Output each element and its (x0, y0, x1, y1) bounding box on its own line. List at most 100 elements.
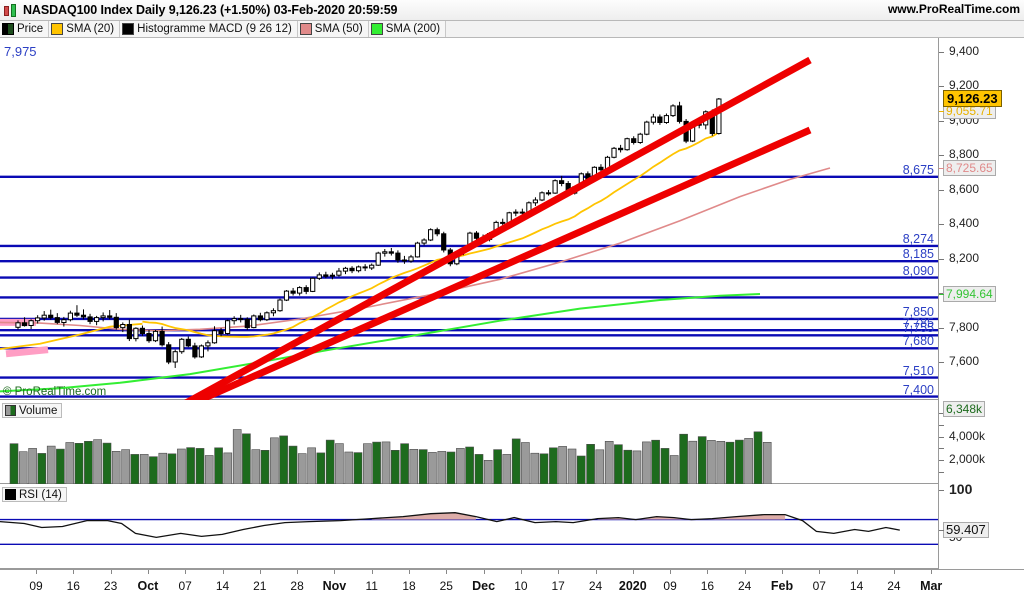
volume-title-label: Volume (19, 404, 58, 417)
volume-swatch-icon (5, 405, 16, 416)
date-axis-tick (893, 570, 895, 574)
axis-tick (939, 530, 944, 532)
axis-tick (939, 224, 944, 226)
price-swatch-icon (2, 23, 14, 35)
date-axis-label: 14 (215, 579, 230, 593)
price-plot[interactable] (0, 38, 938, 400)
sma50-value-tag: 8,725.65 (943, 160, 996, 177)
date-axis-tick (819, 570, 821, 574)
sr-left-label: 7,975 (4, 44, 37, 59)
date-axis-label: 09 (29, 579, 43, 593)
legend-item-macd[interactable]: Histogramme MACD (9 26 12) (120, 21, 298, 37)
date-axis[interactable]: 09 16 23 Oct 07 14 21 28 Nov 11 18 25 Dec 10 17 24 2020 0… (0, 569, 1024, 600)
date-axis-label: 16 (700, 579, 715, 593)
date-axis-label: 09 (663, 579, 677, 593)
date-axis-tick (259, 570, 261, 574)
date-axis-tick (856, 570, 858, 574)
sma200-swatch-icon (370, 23, 383, 35)
price-axis-label: 9,200 (949, 78, 980, 93)
indicator-legend: Price SMA (20) Histogramme MACD (9 26 12… (0, 21, 1024, 38)
date-axis-label: Feb (770, 579, 794, 593)
copyright-notice: © ProRealTime.com (3, 386, 107, 398)
date-axis-label: 16 (66, 579, 80, 593)
date-axis-tick (297, 570, 299, 574)
price-axis-label: 8,400 (949, 216, 980, 231)
rsi-panel[interactable]: RSI (14) (0, 485, 938, 569)
date-axis-tick (707, 570, 709, 574)
volume-panel[interactable]: Volume (0, 401, 938, 484)
date-axis-label: 2020 (618, 579, 647, 593)
date-axis-label: 07 (178, 579, 192, 593)
volume-plot[interactable] (0, 401, 938, 484)
axis-tick (939, 168, 944, 170)
date-axis-tick (110, 570, 112, 574)
sr-level-label: 7,400 (902, 382, 934, 397)
axis-tick (939, 120, 944, 122)
date-axis-tick (36, 570, 37, 574)
legend-label: Price (17, 23, 44, 35)
axis-tick (939, 155, 944, 157)
date-axis-label: Nov (322, 579, 347, 593)
price-axis-label: 7,600 (949, 354, 980, 369)
sr-level-label: 8,274 (902, 231, 934, 246)
volume-axis-label: 2,000k (949, 452, 986, 467)
axis-tick (939, 258, 944, 260)
date-axis-tick (185, 570, 187, 574)
price-chart-panel[interactable]: 7,975 © ProRealTime.com 8,675 8,274 8,185 8… (0, 38, 938, 400)
axis-tick (939, 327, 944, 329)
axis-tick (939, 489, 944, 491)
date-axis-tick (371, 570, 373, 574)
price-axis-label: 8,200 (949, 250, 980, 265)
axis-tick (939, 436, 944, 438)
date-axis-label: 25 (439, 579, 453, 593)
rsi-swatch-icon (5, 489, 16, 500)
candlestick-icon (3, 3, 19, 18)
axis-tick (939, 189, 944, 191)
date-axis-tick (782, 570, 783, 574)
macd-swatch-icon (122, 23, 135, 35)
date-axis-label: 24 (887, 579, 901, 593)
date-axis-label: 24 (738, 579, 752, 593)
date-axis-tick (483, 570, 485, 574)
axis-tick (939, 424, 944, 426)
sma20-swatch-icon (51, 23, 64, 35)
axis-tick (939, 460, 944, 462)
legend-item-sma200[interactable]: SMA (200) (368, 21, 447, 37)
legend-item-sma50[interactable]: SMA (50) (297, 21, 369, 37)
sma200-value-tag: 7,994.64 (943, 286, 996, 303)
volume-panel-title[interactable]: Volume (2, 403, 63, 418)
axis-tick (939, 51, 944, 53)
rsi-panel-title[interactable]: RSI (14) (2, 487, 67, 502)
date-axis-label: 18 (402, 579, 416, 593)
date-axis-label: 10 (514, 579, 528, 593)
sr-level-label: 7,785 (902, 316, 934, 331)
sr-level-label: 7,680 (902, 334, 934, 349)
price-scale-axis[interactable]: 9,4009,2009,0008,8008,6008,4008,2008,000… (938, 38, 1024, 569)
date-axis-label: 11 (365, 579, 378, 593)
rsi-plot[interactable] (0, 485, 938, 569)
axis-tick (939, 86, 944, 88)
last-price-tag: 9,126.23 (943, 89, 1002, 107)
axis-tick (939, 294, 944, 296)
price-axis-label: 7,800 (949, 319, 980, 334)
legend-label: SMA (200) (385, 23, 441, 35)
date-axis-tick (632, 570, 634, 574)
price-axis-label: 8,800 (949, 147, 980, 162)
sr-level-label: 7,850 (902, 304, 934, 319)
axis-tick (939, 412, 944, 414)
legend-item-price[interactable]: Price (0, 21, 50, 37)
date-axis-tick (73, 570, 75, 574)
date-axis-label: 17 (551, 579, 565, 593)
sr-level-label: 8,675 (902, 162, 934, 177)
date-axis-label: Mar (920, 579, 943, 593)
sr-level-label: 7,755 (902, 321, 934, 336)
legend-label: Histogramme MACD (9 26 12) (137, 23, 292, 35)
volume-value-tag: 6,348k (943, 400, 986, 417)
date-axis-label: Oct (137, 579, 159, 593)
date-axis-label: 21 (253, 579, 267, 593)
legend-item-sma20[interactable]: SMA (20) (49, 21, 121, 37)
date-axis-tick (595, 570, 597, 574)
date-axis-tick (670, 570, 672, 574)
sr-level-label: 8,185 (902, 247, 934, 262)
